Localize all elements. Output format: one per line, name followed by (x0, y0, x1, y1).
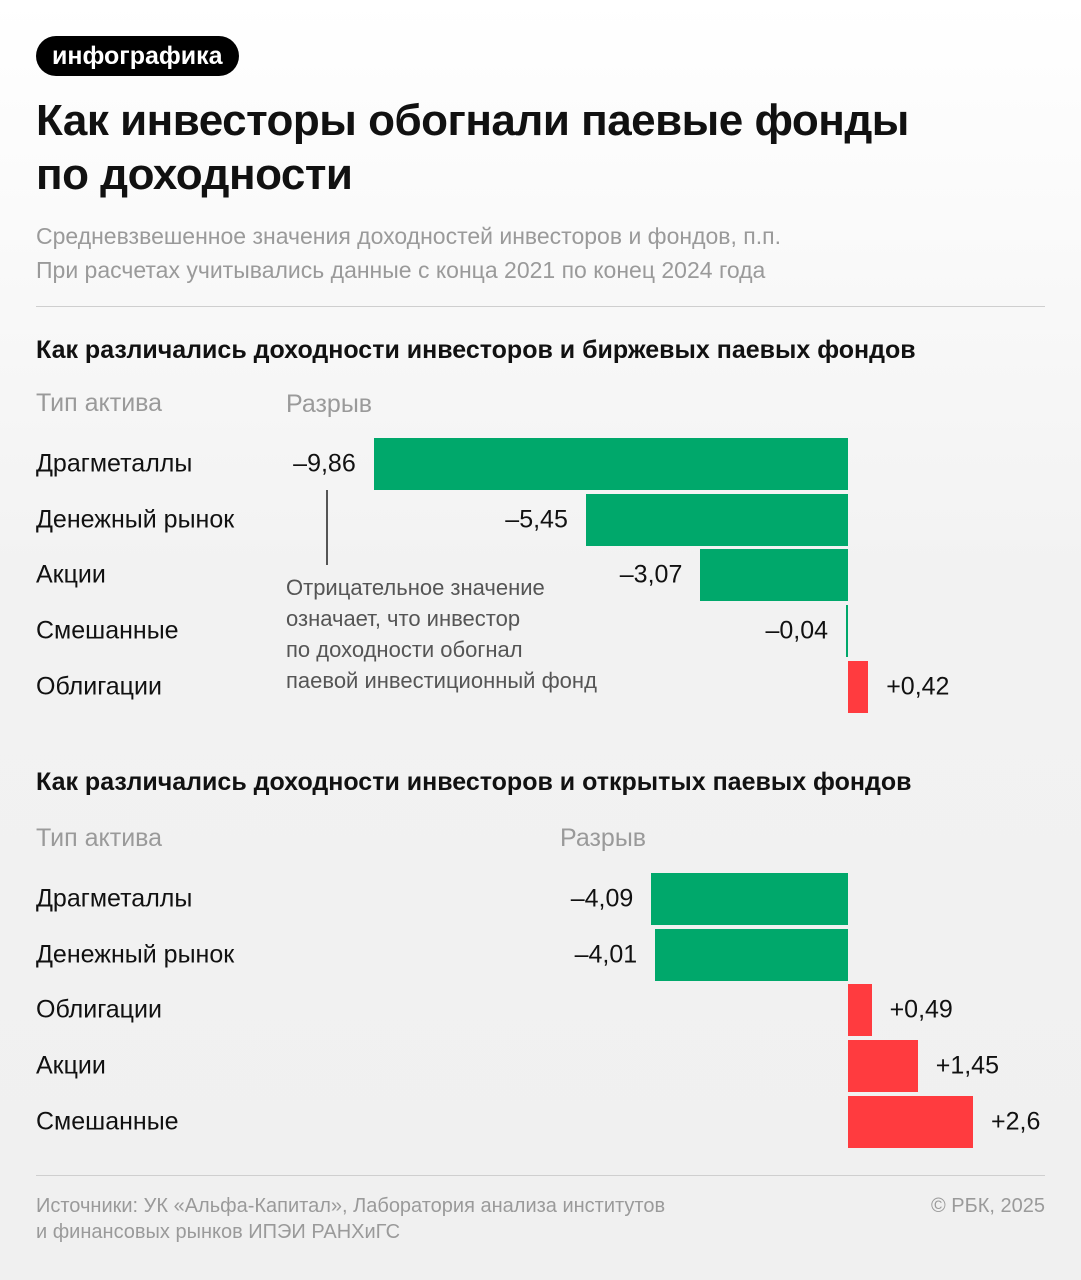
data-label: +2,6 (991, 1107, 1041, 1136)
chart1-title: Как различались доходности инвесторов и … (36, 336, 916, 364)
subtitle-line: Средневзвешенное значения доходностей ин… (36, 223, 781, 249)
page-title: Как инвесторы обогнали паевые фонды по д… (36, 94, 909, 202)
data-label: –4,01 (574, 940, 638, 969)
bar (585, 493, 848, 546)
bar (848, 984, 872, 1037)
annotation-line (326, 490, 328, 565)
data-label: +0,49 (889, 995, 953, 1024)
bar (846, 605, 848, 658)
data-label: –9,86 (293, 449, 356, 478)
data-label: –5,45 (505, 505, 568, 534)
bar (373, 438, 848, 490)
note-line: по доходности обогнал (286, 637, 523, 662)
source-line: Источники: УК «Альфа-Капитал», Лаборатор… (36, 1195, 666, 1217)
bar (848, 1040, 918, 1093)
annotation-note: Отрицательное значение означает, что инв… (286, 572, 597, 696)
divider (36, 1175, 1045, 1176)
source-note: Источники: УК «Альфа-Капитал», Лаборатор… (36, 1193, 665, 1245)
category-label: Акции (36, 1051, 106, 1080)
category-label: Смешанные (36, 1107, 179, 1136)
subtitle-line: При расчетах учитывались данные с конца … (36, 257, 766, 283)
note-line: означает, что инвестор (286, 606, 521, 631)
bar (848, 660, 869, 713)
category-label: Облигации (36, 995, 162, 1024)
divider (36, 306, 1045, 307)
category-label: Денежный рынок (36, 505, 235, 534)
data-label: –3,07 (619, 560, 683, 589)
data-label: –4,09 (570, 884, 634, 913)
bar (655, 928, 848, 981)
category-label: Акции (36, 560, 106, 589)
data-label: +1,45 (935, 1051, 999, 1080)
category-label: Драгметаллы (36, 449, 193, 478)
bar (651, 873, 848, 925)
note-line: Отрицательное значение (286, 575, 545, 600)
data-label: –0,04 (765, 616, 828, 645)
data-label: +0,42 (886, 672, 950, 701)
chart2-value-header: Разрыв (560, 824, 647, 852)
source-line: и финансовых рынков ИПЭИ РАНХиГС (36, 1221, 401, 1243)
chart2-category-header: Тип актива (36, 824, 163, 852)
category-label: Смешанные (36, 616, 179, 645)
bar (700, 549, 848, 602)
title-line: по доходности (36, 150, 353, 199)
chart1-category-header: Тип актива (36, 389, 163, 417)
copyright: © РБК, 2025 (930, 1195, 1045, 1217)
category-label: Денежный рынок (36, 940, 235, 969)
category-label: Облигации (36, 672, 162, 701)
bar (848, 1095, 974, 1148)
chart1-value-header: Разрыв (286, 390, 373, 418)
chart2-title: Как различались доходности инвесторов и … (36, 768, 912, 796)
note-line: паевой инвестиционный фонд (286, 668, 597, 693)
category-label: Драгметаллы (36, 884, 193, 913)
title-line: Как инвесторы обогнали паевые фонды (36, 96, 909, 145)
category-tag: инфографика (36, 36, 239, 76)
